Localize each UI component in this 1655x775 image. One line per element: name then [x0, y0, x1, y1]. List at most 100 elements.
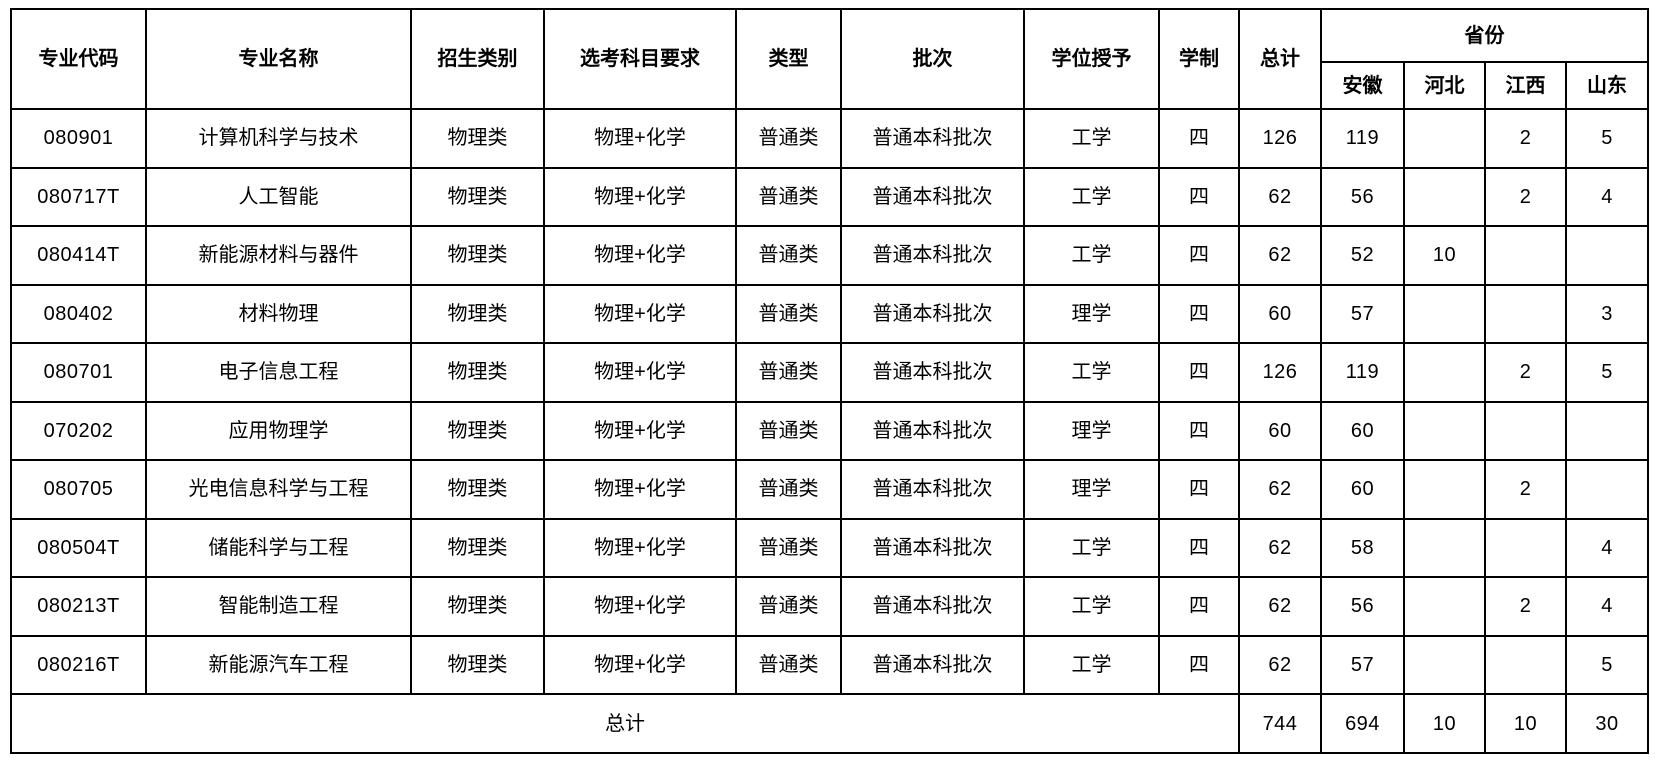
- cell-jiangxi: 2: [1484, 459, 1567, 520]
- cell-hebei: [1403, 166, 1486, 227]
- cell-jiangxi: [1484, 400, 1567, 461]
- cell-type: 普通类: [735, 108, 842, 169]
- cell-anhui: 60: [1320, 400, 1405, 461]
- table-header: 专业代码 专业名称 招生类别 选考科目要求 类型 批次 学位授予 学制 总计 省…: [10, 8, 1649, 110]
- cell-anhui: 57: [1320, 283, 1405, 344]
- cell-category: 物理类: [410, 166, 545, 227]
- cell-code: 080402: [10, 283, 147, 344]
- cell-jiangxi: [1484, 634, 1567, 695]
- cell-batch: 普通本科批次: [840, 634, 1025, 695]
- table-row: 080717T 人工智能 物理类 物理+化学 普通类 普通本科批次 工学 四 6…: [10, 166, 1649, 227]
- cell-shandong: 5: [1565, 108, 1649, 169]
- totals-row: 总计 744 694 10 10 30: [10, 693, 1649, 754]
- header-cell-code: 专业代码: [10, 8, 147, 110]
- header-row-top: 专业代码 专业名称 招生类别 选考科目要求 类型 批次 学位授予 学制 总计 省…: [10, 8, 1649, 110]
- table-row: 080705 光电信息科学与工程 物理类 物理+化学 普通类 普通本科批次 理学…: [10, 459, 1649, 520]
- cell-batch: 普通本科批次: [840, 576, 1025, 637]
- cell-anhui: 119: [1320, 342, 1405, 403]
- cell-subjects: 物理+化学: [543, 166, 737, 227]
- cell-jiangxi: 2: [1484, 166, 1567, 227]
- cell-name: 应用物理学: [145, 400, 412, 461]
- cell-degree: 工学: [1023, 517, 1160, 578]
- cell-hebei: [1403, 400, 1486, 461]
- header-cell-batch: 批次: [840, 8, 1025, 110]
- cell-category: 物理类: [410, 225, 545, 286]
- header-cell-category: 招生类别: [410, 8, 545, 110]
- cell-total: 126: [1238, 342, 1322, 403]
- cell-category: 物理类: [410, 576, 545, 637]
- cell-batch: 普通本科批次: [840, 283, 1025, 344]
- cell-degree: 理学: [1023, 400, 1160, 461]
- cell-shandong: [1565, 459, 1649, 520]
- cell-hebei: [1403, 459, 1486, 520]
- cell-shandong: 4: [1565, 517, 1649, 578]
- cell-degree: 理学: [1023, 459, 1160, 520]
- table-row: 080402 材料物理 物理类 物理+化学 普通类 普通本科批次 理学 四 60…: [10, 283, 1649, 344]
- cell-degree: 工学: [1023, 342, 1160, 403]
- cell-type: 普通类: [735, 225, 842, 286]
- footer-total-cell: 744: [1238, 693, 1322, 754]
- table-row: 080701 电子信息工程 物理类 物理+化学 普通类 普通本科批次 工学 四 …: [10, 342, 1649, 403]
- cell-duration: 四: [1158, 400, 1240, 461]
- cell-degree: 理学: [1023, 283, 1160, 344]
- cell-total: 60: [1238, 400, 1322, 461]
- cell-batch: 普通本科批次: [840, 517, 1025, 578]
- cell-code: 080701: [10, 342, 147, 403]
- cell-code: 080213T: [10, 576, 147, 637]
- cell-degree: 工学: [1023, 166, 1160, 227]
- cell-duration: 四: [1158, 459, 1240, 520]
- table-row: 070202 应用物理学 物理类 物理+化学 普通类 普通本科批次 理学 四 6…: [10, 400, 1649, 461]
- cell-batch: 普通本科批次: [840, 400, 1025, 461]
- cell-duration: 四: [1158, 634, 1240, 695]
- cell-total: 62: [1238, 459, 1322, 520]
- cell-type: 普通类: [735, 517, 842, 578]
- cell-anhui: 58: [1320, 517, 1405, 578]
- cell-duration: 四: [1158, 166, 1240, 227]
- header-cell-total: 总计: [1238, 8, 1322, 110]
- cell-subjects: 物理+化学: [543, 283, 737, 344]
- table-row: 080901 计算机科学与技术 物理类 物理+化学 普通类 普通本科批次 工学 …: [10, 108, 1649, 169]
- cell-batch: 普通本科批次: [840, 166, 1025, 227]
- cell-category: 物理类: [410, 517, 545, 578]
- header-cell-degree: 学位授予: [1023, 8, 1160, 110]
- cell-name: 新能源材料与器件: [145, 225, 412, 286]
- cell-jiangxi: 2: [1484, 342, 1567, 403]
- cell-category: 物理类: [410, 400, 545, 461]
- cell-code: 080504T: [10, 517, 147, 578]
- table-row: 080216T 新能源汽车工程 物理类 物理+化学 普通类 普通本科批次 工学 …: [10, 634, 1649, 695]
- cell-subjects: 物理+化学: [543, 634, 737, 695]
- cell-category: 物理类: [410, 459, 545, 520]
- cell-category: 物理类: [410, 283, 545, 344]
- cell-shandong: [1565, 400, 1649, 461]
- cell-name: 智能制造工程: [145, 576, 412, 637]
- cell-subjects: 物理+化学: [543, 400, 737, 461]
- cell-shandong: 4: [1565, 576, 1649, 637]
- footer-label-cell: 总计: [10, 693, 1240, 754]
- cell-hebei: [1403, 108, 1486, 169]
- footer-hebei-cell: 10: [1403, 693, 1486, 754]
- cell-total: 126: [1238, 108, 1322, 169]
- cell-name: 材料物理: [145, 283, 412, 344]
- cell-hebei: [1403, 517, 1486, 578]
- footer-jiangxi-cell: 10: [1484, 693, 1567, 754]
- cell-shandong: 5: [1565, 634, 1649, 695]
- cell-anhui: 60: [1320, 459, 1405, 520]
- cell-shandong: [1565, 225, 1649, 286]
- cell-batch: 普通本科批次: [840, 342, 1025, 403]
- table-row: 080504T 储能科学与工程 物理类 物理+化学 普通类 普通本科批次 工学 …: [10, 517, 1649, 578]
- cell-jiangxi: [1484, 517, 1567, 578]
- cell-type: 普通类: [735, 283, 842, 344]
- cell-duration: 四: [1158, 225, 1240, 286]
- cell-batch: 普通本科批次: [840, 225, 1025, 286]
- cell-code: 080705: [10, 459, 147, 520]
- cell-duration: 四: [1158, 108, 1240, 169]
- cell-code: 080414T: [10, 225, 147, 286]
- cell-type: 普通类: [735, 400, 842, 461]
- cell-category: 物理类: [410, 108, 545, 169]
- cell-degree: 工学: [1023, 634, 1160, 695]
- cell-jiangxi: [1484, 283, 1567, 344]
- cell-shandong: 5: [1565, 342, 1649, 403]
- header-cell-subjects: 选考科目要求: [543, 8, 737, 110]
- table-row: 080213T 智能制造工程 物理类 物理+化学 普通类 普通本科批次 工学 四…: [10, 576, 1649, 637]
- cell-type: 普通类: [735, 576, 842, 637]
